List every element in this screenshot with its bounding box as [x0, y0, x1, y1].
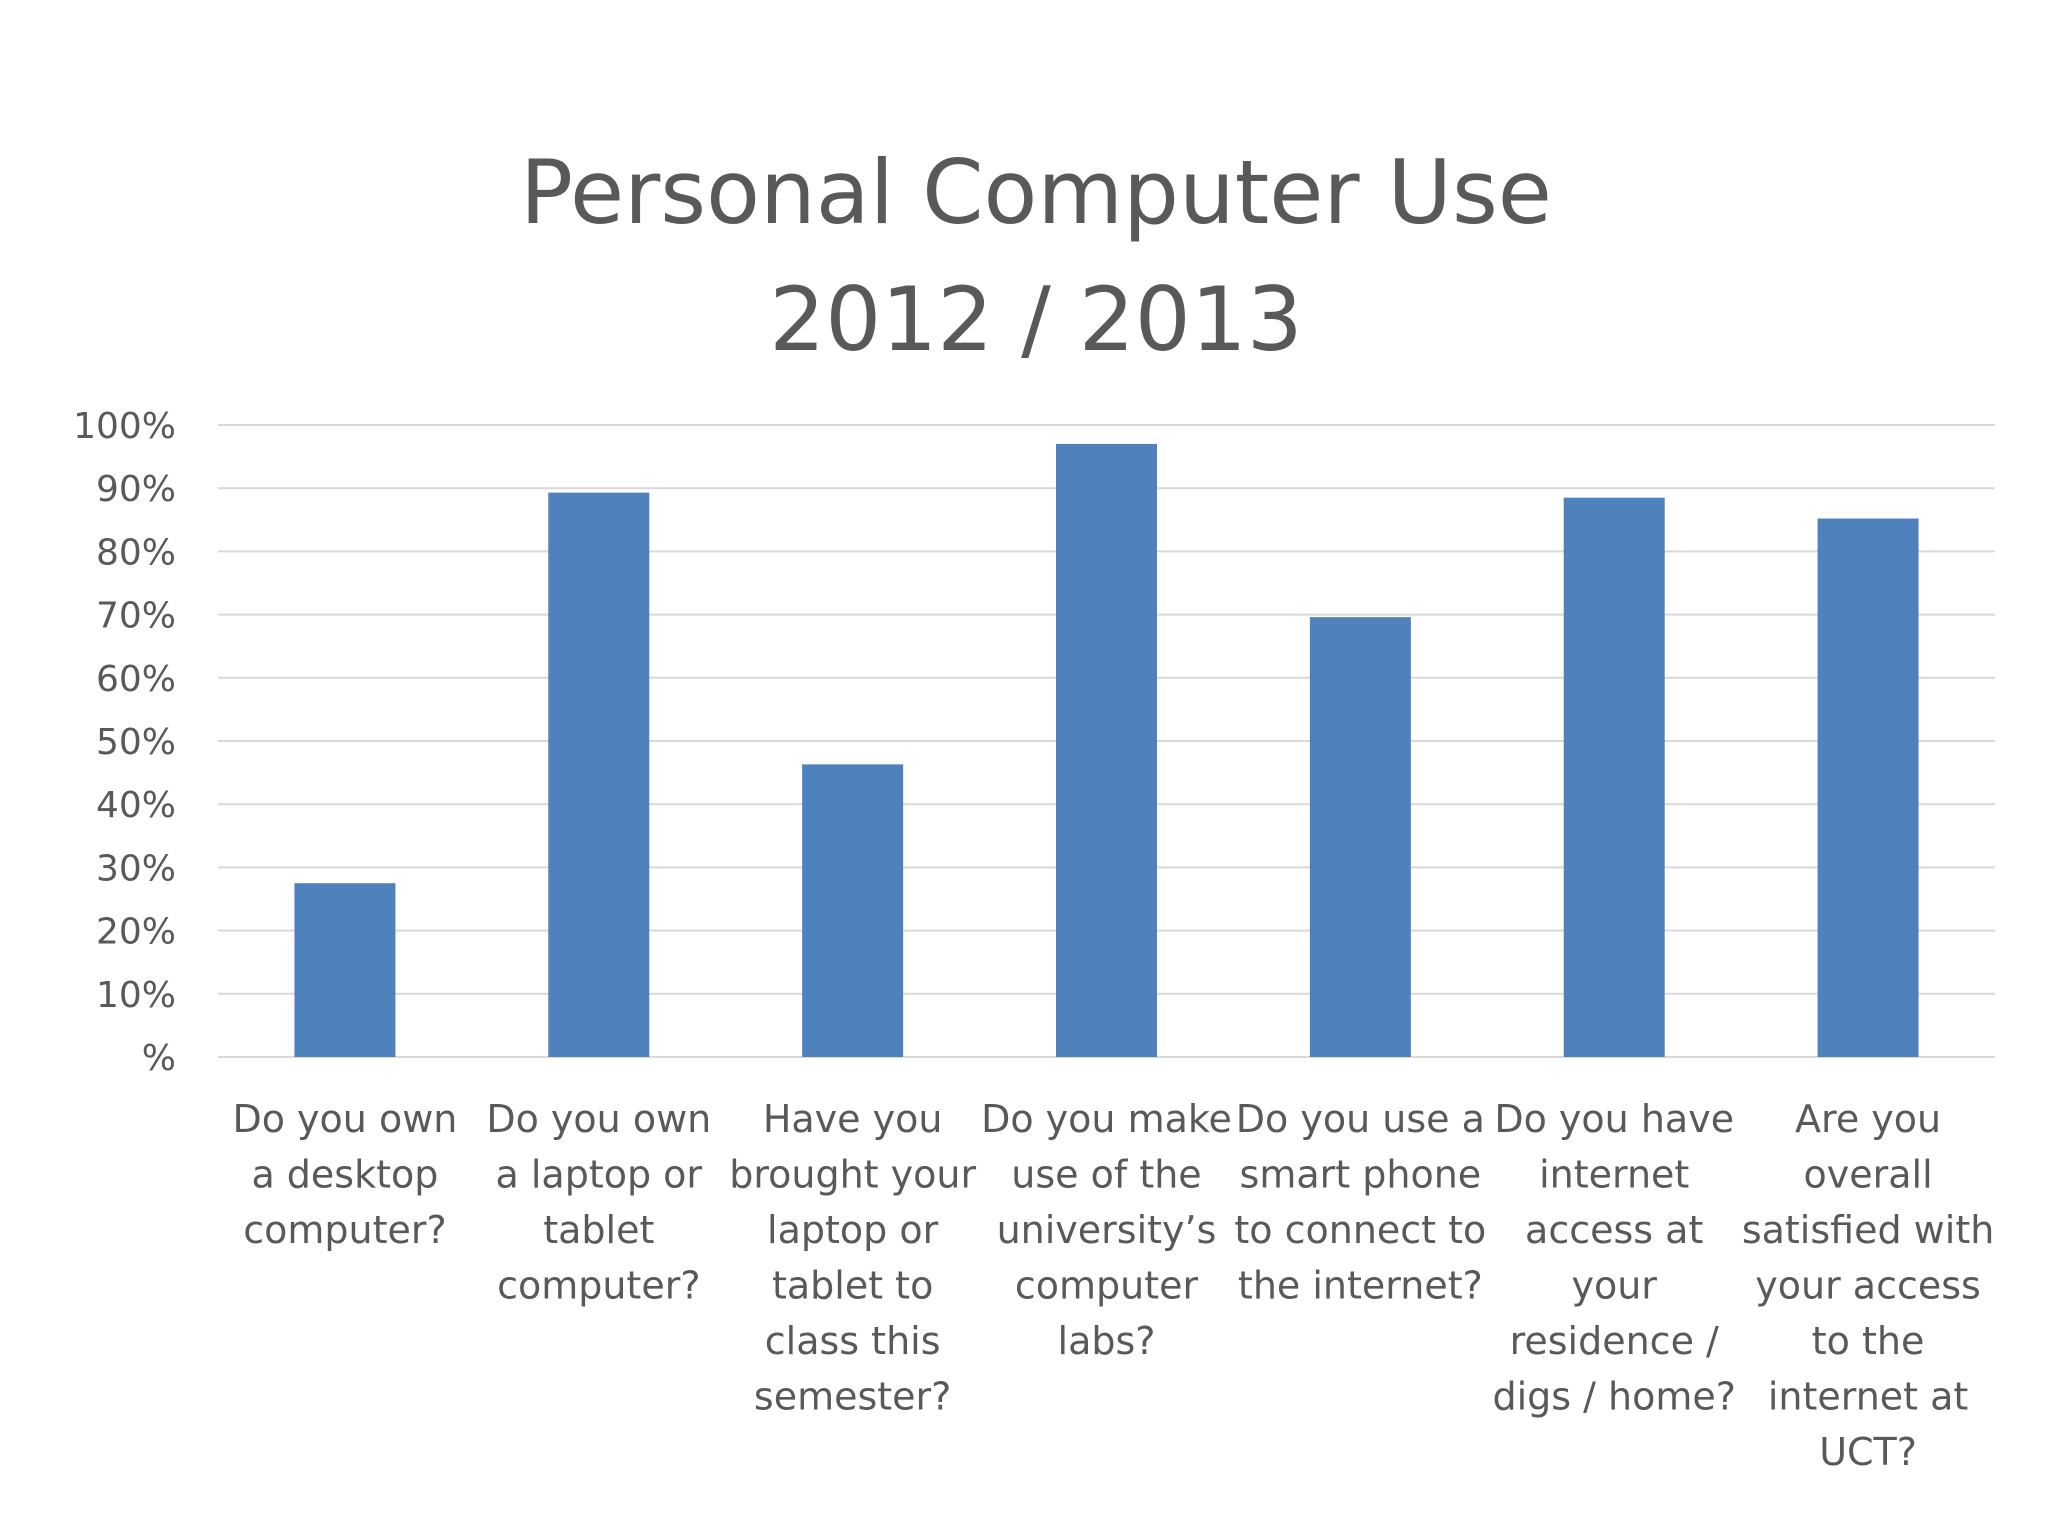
bar [548, 492, 650, 1057]
x-category-label-line: internet at [1768, 1375, 1969, 1419]
bar [1563, 497, 1665, 1057]
x-category-label-line: Do you make [981, 1097, 1232, 1141]
chart-title: Personal Computer Use 2012 / 2013 [520, 141, 1552, 371]
bar [802, 764, 904, 1057]
x-axis-category-labels: Do you own a desktop computer? Do you own a … [232, 1097, 1994, 1474]
bars [294, 443, 1919, 1058]
x-category-label-line: computer [1015, 1264, 1199, 1308]
x-category-label: Do you own a laptop or tablet computer? [486, 1097, 711, 1308]
x-category-label: Do you have internet access at your residenc… [1492, 1097, 1735, 1419]
y-tick-label: 10% [96, 975, 176, 1016]
x-category-label-line: Do you own [232, 1097, 457, 1141]
chart-title-line-2: 2012 / 2013 [769, 268, 1303, 371]
x-category-label-line: tablet to [772, 1264, 933, 1308]
x-category-label-line: the internet? [1238, 1264, 1483, 1308]
x-category-label-line: class this [765, 1319, 941, 1363]
x-category-label: Are you overall satisfied with your access t… [1742, 1097, 1994, 1474]
x-category-label-line: Do you own [486, 1097, 711, 1141]
x-category-label-line: your [1571, 1264, 1657, 1308]
y-tick-label: 100% [73, 406, 176, 447]
y-tick-label: 70% [96, 596, 176, 637]
x-category-label-line: brought your [729, 1153, 976, 1197]
x-category-label-line: a laptop or [496, 1153, 703, 1197]
x-category-label-line: laptop or [767, 1208, 939, 1252]
bar [1056, 443, 1157, 1058]
x-category-label-line: residence / [1510, 1319, 1719, 1363]
x-category-label-line: Do you have [1494, 1097, 1734, 1141]
x-category-label-line: use of the [1011, 1153, 1201, 1197]
chart-title-line-1: Personal Computer Use [520, 141, 1552, 244]
x-category-label-line: computer? [497, 1264, 700, 1308]
y-tick-label: 20% [96, 912, 176, 953]
bar [1817, 518, 1919, 1057]
bar [1309, 617, 1411, 1057]
x-category-label-line: semester? [754, 1375, 951, 1419]
x-category-label-line: computer? [243, 1208, 446, 1252]
x-category-label-line: Have you [763, 1097, 943, 1141]
x-category-label-line: UCT? [1819, 1430, 1917, 1474]
y-tick-label: 80% [96, 532, 176, 573]
x-category-label-line: university’s [997, 1208, 1217, 1252]
bar [294, 883, 396, 1057]
x-category-label-line: to connect to [1234, 1208, 1486, 1252]
x-category-label: Do you use a smart phone to connect to the … [1234, 1097, 1486, 1308]
y-tick-label: 90% [96, 469, 176, 510]
x-category-label-line: to the [1812, 1319, 1925, 1363]
y-tick-label: 60% [96, 659, 176, 700]
y-tick-label: % [142, 1038, 176, 1079]
x-category-label-line: access at [1525, 1208, 1703, 1252]
x-category-label: Do you make use of the university’s compute… [981, 1097, 1232, 1363]
y-axis-tick-labels: % 10% 20% 30% 40% 50% 60% 70% 80% 90% 100% [73, 406, 176, 1079]
x-category-label: Do you own a desktop computer? [232, 1097, 457, 1252]
x-category-label-line: Are you [1795, 1097, 1941, 1141]
x-category-label-line: your access [1755, 1264, 1981, 1308]
x-category-label-line: smart phone [1240, 1153, 1482, 1197]
x-category-label-line: internet [1539, 1153, 1689, 1197]
x-category-label-line: Do you use a [1236, 1097, 1485, 1141]
x-category-label-line: labs? [1058, 1319, 1156, 1363]
y-tick-label: 50% [96, 722, 176, 763]
x-category-label-line: satisfied with [1742, 1208, 1994, 1252]
y-tick-label: 40% [96, 785, 176, 826]
x-category-label-line: tablet [543, 1208, 654, 1252]
x-category-label-line: a desktop [251, 1153, 438, 1197]
x-category-label: Have you brought your laptop or tablet to cl… [729, 1097, 976, 1419]
x-category-label-line: digs / home? [1492, 1375, 1735, 1419]
y-tick-label: 30% [96, 848, 176, 889]
x-category-label-line: overall [1804, 1153, 1933, 1197]
